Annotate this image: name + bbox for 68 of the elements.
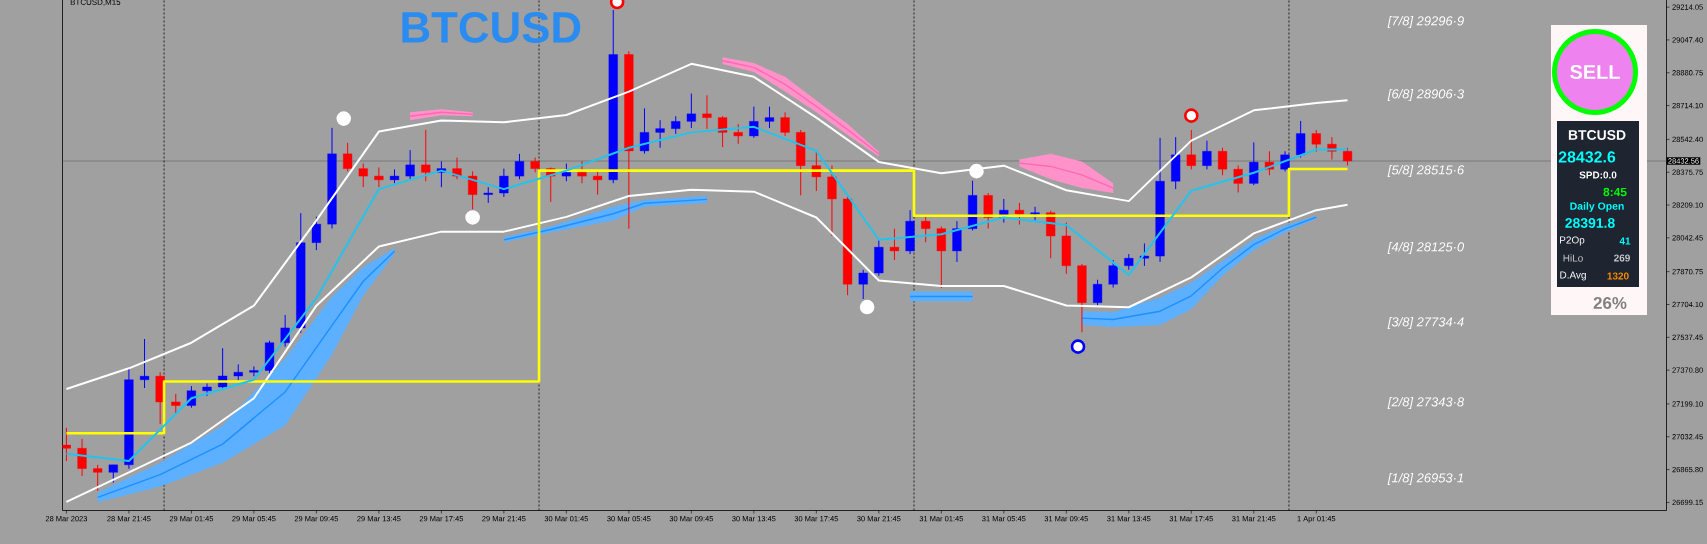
candlestick <box>952 220 962 263</box>
annotation: SELL <box>1570 64 1620 80</box>
candlestick <box>1202 140 1212 170</box>
annotation: P2Op <box>1560 236 1585 246</box>
candlestick <box>921 216 931 243</box>
annotation: [6/8] 28906·3 <box>1387 88 1465 102</box>
candlestick <box>405 149 415 180</box>
annotation: 8:45 <box>1603 187 1627 197</box>
annotation: [5/8] 28515·6 <box>1387 164 1465 178</box>
annotation: [7/8] 29296·9 <box>1387 15 1464 29</box>
annotation: D.Avg <box>1560 271 1586 281</box>
annotation: [3/8] 27734·4 <box>1387 316 1464 330</box>
candlestick <box>77 438 87 477</box>
point <box>336 111 352 126</box>
annotation: 41 <box>1619 237 1631 245</box>
annotation: 1320 <box>1607 272 1629 280</box>
candlestick <box>311 216 321 251</box>
candlestick <box>764 106 775 129</box>
annotation: 28432.6 <box>1558 151 1616 163</box>
candlestick <box>1249 141 1259 186</box>
annotation: HiLo <box>1563 254 1583 262</box>
candlestick <box>1186 129 1196 170</box>
candlestick <box>421 129 431 182</box>
candlestick <box>655 119 665 149</box>
point <box>465 210 480 225</box>
candlestick <box>1311 129 1321 153</box>
annotation: 28391.8 <box>1565 218 1615 228</box>
annotation: 26% <box>1593 296 1627 309</box>
candlestick <box>1296 120 1306 159</box>
candlestick <box>93 464 103 492</box>
candlestick <box>1217 147 1228 176</box>
candlestick <box>139 338 150 389</box>
candlestick <box>499 168 509 198</box>
candlestick <box>202 382 212 397</box>
annotation: 269 <box>1614 254 1630 262</box>
candlestick <box>936 226 946 289</box>
candlestick <box>1014 202 1025 226</box>
annotation: Daily Open <box>1570 202 1624 212</box>
chart-title: BTCUSD <box>402 11 581 43</box>
candlestick <box>171 393 181 415</box>
candlestick <box>249 365 259 377</box>
candlestick <box>827 164 837 237</box>
point <box>1070 339 1086 354</box>
candlestick <box>374 166 384 188</box>
annotation: [1/8] 26953·1 <box>1387 472 1464 486</box>
candlestick <box>1092 279 1103 306</box>
candlestick <box>639 107 650 155</box>
candlestick <box>1108 259 1118 289</box>
candlestick <box>733 123 743 145</box>
annotation: [2/8] 27343·8 <box>1387 396 1465 410</box>
annotation: [4/8] 28125·0 <box>1387 241 1465 255</box>
candlestick <box>686 93 696 129</box>
candlestick <box>702 94 712 130</box>
candlestick <box>343 142 353 172</box>
line-series <box>65 62 1349 390</box>
candlestick <box>593 170 603 196</box>
candlestick <box>858 269 868 300</box>
candlestick <box>780 111 790 137</box>
candlestick <box>1030 206 1040 222</box>
annotation: BTCUSD <box>1568 130 1626 140</box>
candlestick <box>468 170 478 210</box>
annotation: SPD:0.0 <box>1579 171 1617 179</box>
candlestick <box>577 160 587 184</box>
point <box>1184 108 1199 123</box>
point <box>859 299 875 315</box>
candlestick <box>358 162 368 188</box>
candlestick <box>889 228 900 261</box>
candlestick <box>514 153 525 180</box>
